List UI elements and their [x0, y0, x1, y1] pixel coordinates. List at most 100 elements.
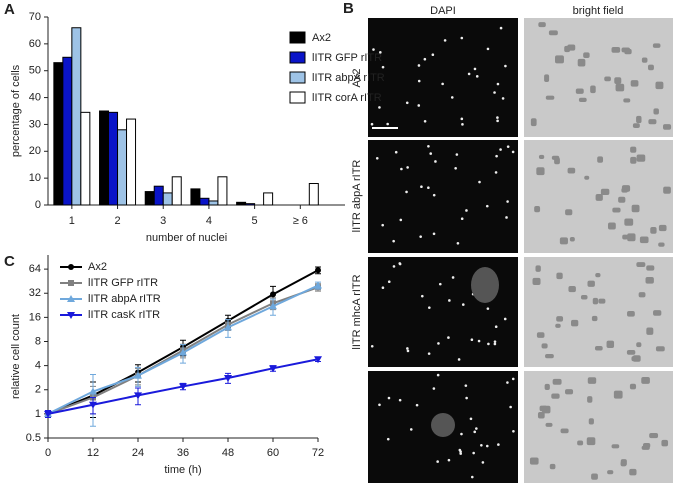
nucleus	[405, 101, 409, 105]
bar	[190, 188, 201, 206]
nucleus	[485, 204, 489, 208]
cell	[620, 461, 627, 467]
marker	[269, 365, 277, 373]
cell	[537, 411, 545, 419]
cell	[588, 418, 594, 425]
nucleus	[405, 190, 408, 194]
row-label: Ax2	[351, 69, 363, 88]
cell	[624, 218, 634, 226]
y-tick-label: 4	[35, 360, 41, 372]
nucleus	[505, 216, 508, 219]
cell	[648, 119, 657, 125]
bar	[126, 118, 137, 206]
cell	[600, 188, 610, 195]
y-tick-label: 20	[29, 145, 41, 157]
cell	[584, 175, 590, 180]
cell	[587, 377, 597, 384]
nucleus	[387, 280, 391, 283]
nucleus	[496, 82, 500, 86]
nucleus	[417, 79, 421, 83]
bar	[62, 56, 73, 206]
marker	[270, 291, 276, 298]
cell	[661, 439, 669, 447]
nucleus	[475, 75, 479, 78]
cell	[590, 85, 596, 94]
cell	[551, 155, 560, 160]
nucleus	[386, 437, 390, 441]
marker	[224, 375, 232, 383]
marker	[134, 392, 142, 400]
marker	[89, 401, 97, 409]
y-tick-label: 30	[29, 118, 41, 130]
cell	[636, 262, 646, 267]
y-tick-label: 8	[35, 335, 41, 347]
y-tick-label: 10	[29, 172, 41, 184]
x-axis-title: time (h)	[164, 464, 201, 476]
nucleus	[461, 123, 464, 126]
nucleus	[427, 186, 430, 190]
cell	[595, 272, 601, 278]
cell	[575, 88, 584, 94]
cell	[622, 234, 628, 240]
cell	[565, 209, 573, 216]
cell	[663, 124, 672, 130]
nucleus	[495, 154, 498, 158]
nucleus	[406, 349, 410, 353]
nucleus	[464, 384, 468, 387]
cell	[641, 57, 648, 63]
bar	[217, 176, 228, 206]
dapi-image	[368, 18, 518, 137]
legend-label: lITR GFP rITR	[88, 277, 158, 289]
legend-swatch	[289, 91, 306, 104]
nucleus	[420, 185, 423, 189]
x-tick-label: 0	[45, 447, 51, 459]
nucleus	[473, 430, 477, 434]
nucleus	[415, 403, 419, 407]
cell	[604, 76, 611, 82]
cell	[652, 43, 661, 48]
cell	[538, 22, 546, 28]
nucleus	[506, 200, 509, 203]
marker	[224, 323, 232, 331]
nucleus	[392, 239, 395, 243]
marker	[134, 371, 142, 379]
panel-letter: C	[4, 253, 15, 270]
cell	[607, 222, 616, 230]
dapi-image	[368, 140, 518, 253]
nucleus	[506, 381, 509, 384]
cell	[636, 154, 646, 162]
nucleus	[429, 152, 433, 155]
nucleus	[436, 460, 439, 463]
legend-label: lITR corA rITR	[312, 92, 382, 104]
nucleus	[406, 166, 409, 169]
marker	[89, 387, 97, 395]
nucleus	[398, 262, 402, 265]
nucleus	[493, 342, 497, 346]
x-tick-label: 2	[114, 215, 120, 227]
nucleus	[392, 265, 396, 268]
cell	[595, 193, 603, 201]
nucleus	[501, 97, 505, 100]
y-tick-label: 0.5	[26, 432, 41, 444]
nucleus	[417, 104, 421, 107]
nucleus	[456, 242, 460, 245]
column-label: DAPI	[430, 5, 456, 17]
legend-label: Ax2	[312, 32, 331, 44]
cell	[530, 118, 537, 127]
bar	[99, 110, 110, 206]
cell	[569, 237, 575, 242]
panel-letter: B	[343, 0, 354, 17]
nucleus	[506, 145, 510, 148]
nucleus	[370, 122, 374, 126]
cell	[638, 292, 646, 298]
nucleus	[493, 340, 497, 343]
cell	[560, 428, 569, 434]
cell	[568, 285, 576, 293]
nucleus	[470, 338, 474, 342]
nucleus	[458, 448, 462, 452]
nucleus	[427, 144, 430, 148]
bar	[171, 176, 182, 206]
bar	[245, 203, 256, 206]
nucleus	[386, 122, 389, 126]
